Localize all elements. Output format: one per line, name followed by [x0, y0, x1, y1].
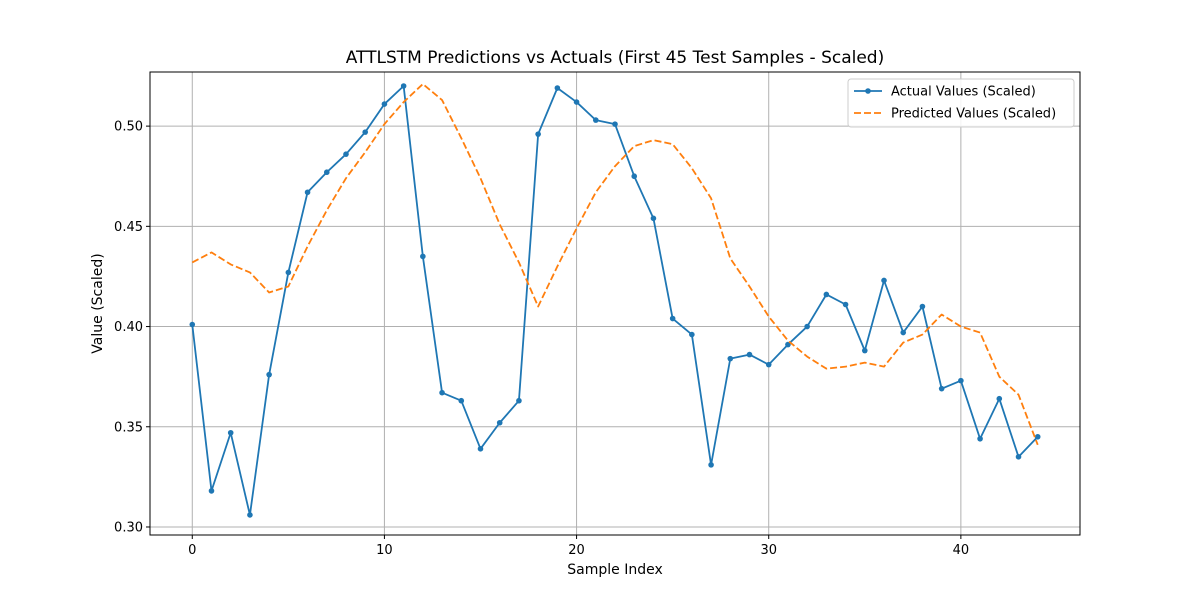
data-point [900, 329, 907, 336]
data-point [765, 361, 772, 368]
legend-label-1: Actual Values (Scaled) [891, 85, 1036, 100]
data-point [189, 321, 196, 328]
data-point [516, 397, 522, 404]
data-point [1015, 454, 1022, 460]
x-tick-label: 30 [760, 543, 777, 558]
data-point [746, 351, 753, 358]
data-point [938, 385, 945, 392]
data-point [958, 377, 964, 384]
data-point [842, 301, 849, 308]
data-point [650, 215, 657, 222]
x-tick-label: 20 [568, 543, 585, 558]
x-tick-label: 0 [188, 543, 196, 558]
data-point [554, 85, 561, 91]
data-point [785, 341, 791, 348]
chart-title: ATTLSTM Predictions vs Actuals (First 45… [346, 48, 884, 68]
data-point [612, 121, 618, 127]
data-point [477, 446, 484, 452]
x-tick-label: 10 [376, 543, 393, 558]
data-point [689, 331, 695, 338]
y-tick-label: 0.45 [114, 220, 143, 235]
y-tick-label: 0.30 [114, 520, 143, 535]
data-point [304, 189, 311, 196]
data-point [708, 462, 714, 468]
y-tick-label: 0.35 [114, 420, 143, 435]
y-tick-label: 0.50 [114, 120, 143, 135]
legend-label-2: Predicted Values (Scaled) [891, 107, 1056, 122]
data-point [804, 323, 810, 330]
x-tick-label: 40 [953, 543, 970, 558]
data-point [381, 101, 388, 107]
data-point [247, 512, 253, 518]
data-point [996, 395, 1003, 402]
data-point [631, 173, 638, 180]
y-tick-label: 0.40 [114, 320, 143, 335]
series-lines [189, 83, 1041, 518]
x-axis-label: Sample Index [567, 562, 662, 578]
data-point [573, 99, 580, 105]
y-axis-label: Value (Scaled) [90, 253, 106, 353]
series-line-2 [191, 83, 1039, 446]
data-point [592, 117, 599, 123]
data-point [535, 131, 541, 137]
data-point [669, 315, 676, 322]
data-point [977, 435, 983, 442]
legend-box [847, 78, 1075, 128]
data-point [727, 355, 734, 362]
data-point [227, 429, 234, 436]
data-point [919, 303, 926, 310]
data-point [343, 151, 349, 157]
data-point [1034, 433, 1041, 440]
data-point [881, 277, 887, 284]
data-point [362, 129, 369, 135]
legend: Actual Values (Scaled) Predicted Values (… [847, 78, 1075, 128]
data-point [400, 83, 407, 89]
data-point [823, 291, 830, 298]
data-point [285, 269, 292, 276]
data-point [458, 397, 465, 404]
data-point [323, 169, 330, 176]
data-point [208, 488, 215, 494]
data-point [439, 389, 445, 396]
plot-frame [149, 71, 1081, 536]
legend-marker [865, 88, 871, 94]
data-point [420, 253, 426, 260]
data-point [861, 347, 868, 354]
data-point [496, 419, 503, 426]
data-point [266, 371, 272, 378]
axis-ticks: 0 10 20 30 40 0.30 0.35 0.40 0.45 0.50 [114, 120, 969, 558]
